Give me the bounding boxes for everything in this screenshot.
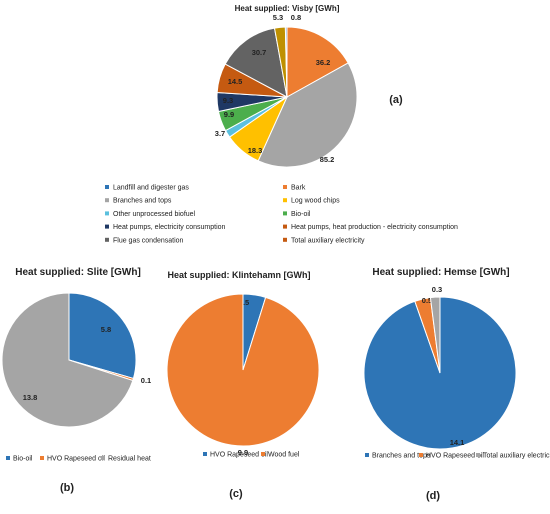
chart-title: Heat supplied: Visby [GWh]	[235, 4, 340, 13]
legend-swatch	[105, 211, 109, 216]
legend-entry: HVO Rapeseed oil	[47, 456, 105, 463]
data-label: 0.5	[239, 298, 249, 307]
data-label: 5.3	[273, 13, 283, 22]
chart-title: Heat supplied: Slite [GWh]	[15, 267, 141, 278]
chart-title: Heat supplied: Klintehamn [GWh]	[168, 270, 311, 280]
data-label: 5.8	[101, 325, 111, 334]
data-label: 85.2	[320, 155, 335, 164]
legend-swatch	[419, 453, 423, 457]
legend-swatch	[105, 198, 109, 203]
panel-label: (b)	[60, 482, 74, 494]
legend-entry: Branches and tops	[372, 453, 431, 460]
pie-slice	[286, 26, 349, 98]
pie-slice	[224, 27, 288, 98]
data-label: 9.9	[238, 448, 248, 457]
data-label: 0.5	[422, 296, 432, 305]
legend-entry: Bio-oil	[291, 211, 311, 218]
legend-entry: Flue gas condensation	[113, 237, 184, 244]
pie-slice	[1, 292, 134, 428]
legend-entry: Bark	[291, 185, 306, 192]
legend-entry: Wood fuel	[268, 452, 300, 459]
pie-slice	[284, 26, 288, 98]
legend-entry: Other unprocessed biofuel	[113, 211, 196, 218]
pie-slice	[166, 293, 320, 447]
legend-entry: Residual heat	[108, 456, 151, 463]
legend-entry: Heat pumps, heat production - electricit…	[291, 224, 458, 231]
legend-entry: Branches and tops	[113, 198, 172, 205]
legend-swatch	[261, 452, 265, 456]
data-label: 30.7	[252, 48, 267, 57]
pie-slice	[429, 296, 441, 374]
legend-swatch	[365, 453, 369, 457]
legend-entry: HVO Rapeseed oil	[210, 452, 268, 459]
data-label: 14.1	[450, 438, 465, 447]
legend-swatch	[203, 452, 207, 456]
data-label: 0.1	[141, 376, 151, 385]
legend-entry: HVO Rapeseed oil	[426, 453, 484, 460]
data-label: 9.9	[224, 110, 234, 119]
pie-slice	[68, 292, 137, 380]
legend-entry: Log wood chips	[291, 198, 340, 205]
legend-swatch	[283, 237, 287, 242]
legend-entry: Heat pumps, electricity consumption	[113, 224, 226, 231]
chart-title: Heat supplied: Hemse [GWh]	[372, 267, 509, 278]
legend-entry: Total auxiliary electricity	[483, 453, 550, 460]
pie-slice	[257, 62, 358, 168]
legend-swatch	[283, 198, 287, 203]
legend-entry: Bio-oil	[13, 456, 33, 463]
legend-swatch	[105, 237, 109, 242]
data-label: 14.5	[228, 77, 243, 86]
legend-swatch	[283, 224, 287, 229]
data-label: 13.8	[23, 393, 38, 402]
panel-label: (c)	[229, 488, 243, 500]
legend-swatch	[105, 185, 109, 189]
legend-entry: Total auxiliary electricity	[291, 237, 365, 244]
panel-label: (a)	[389, 94, 403, 106]
data-label: 36.2	[316, 58, 331, 67]
legend-swatch	[283, 211, 287, 216]
data-label: 18.3	[248, 146, 263, 155]
legend-swatch	[6, 456, 10, 460]
legend-swatch	[283, 185, 287, 189]
legend-entry: Landfill and digester gas	[113, 185, 189, 192]
data-label: 0.8	[291, 13, 301, 22]
legend-swatch	[40, 456, 44, 460]
data-label: 9.3	[223, 96, 233, 105]
panel-label: (d)	[426, 490, 440, 502]
legend-swatch	[101, 456, 105, 460]
data-label: 0.3	[432, 285, 442, 294]
data-label: 3.7	[215, 129, 225, 138]
legend-swatch	[105, 224, 109, 229]
legend-swatch	[476, 453, 480, 457]
